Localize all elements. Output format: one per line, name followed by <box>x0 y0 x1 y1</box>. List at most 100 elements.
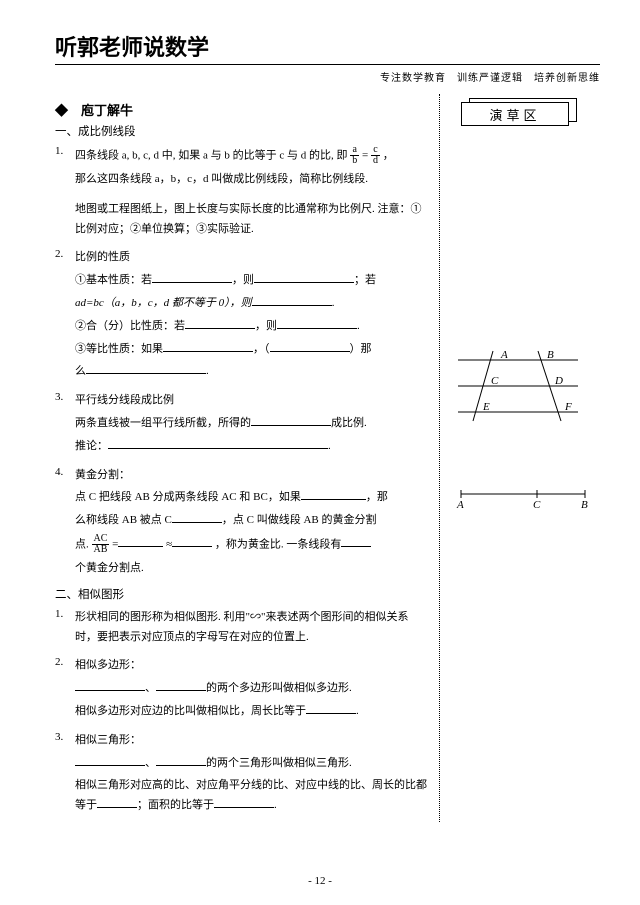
text: 形状相同的图形称为相似图形. 利用"∽"来表述两个图形间的相似关系时，要把表示对… <box>75 608 427 648</box>
blank <box>156 754 206 766</box>
blank <box>86 362 206 374</box>
svg-text:B: B <box>581 499 588 510</box>
item-number: 3. <box>55 728 75 819</box>
item-number: 3. <box>55 388 75 459</box>
text: ，则 <box>232 274 254 286</box>
text: 相似多边形对应边的比叫做相似比，周长比等于 <box>75 705 306 717</box>
figure-parallel-lines: A B C D E F <box>453 346 587 426</box>
item-number: 2. <box>55 653 75 724</box>
blank <box>172 535 212 547</box>
item-number: 1. <box>55 605 75 651</box>
text: ，称为黄金比. 一条线段有 <box>215 538 342 550</box>
blank <box>252 294 332 306</box>
item-body: 黄金分割： 点 C 把线段 AB 分成两条线段 AC 和 BC，如果，那 么称线… <box>75 463 427 582</box>
text: 的两个多边形叫做相似多边形. <box>206 682 352 694</box>
text: 地图或工程图纸上，图上长度与实际长度的比通常称为比例尺. 注意：①比例对应；②单… <box>75 200 427 240</box>
s2-item-3: 3. 相似三角形： 、的两个三角形叫做相似三角形. 相似三角形对应高的比、对应角… <box>55 728 427 819</box>
text: 个黄金分割点. <box>75 559 427 579</box>
text: ③等比性质：如果 <box>75 343 163 355</box>
s2-item-1: 1. 形状相同的图形称为相似图形. 利用"∽"来表述两个图形间的相似关系时，要把… <box>55 605 427 651</box>
text: 那么这四条线段 a，b，c，d 叫做成比例线段，简称比例线段. <box>75 170 427 190</box>
fraction-acab: ACAB <box>92 534 110 556</box>
blank <box>306 702 356 714</box>
item-body: 相似多边形： 、 的两个多边形叫做相似多边形. 相似多边形对应边的比叫做相似比，周… <box>75 653 427 724</box>
text: . <box>356 705 359 717</box>
blank <box>270 340 350 352</box>
text: 相似三角形： <box>75 731 427 751</box>
subsection-2: 二、相似图形 <box>55 586 427 602</box>
text: ，那 <box>366 491 388 503</box>
text: 两条直线被一组平行线所截，所得的 <box>75 417 251 429</box>
text: 么 <box>75 365 86 377</box>
scratch-area-label: 演草区 <box>461 98 581 128</box>
page-number: - 12 - <box>0 875 640 887</box>
blank <box>156 679 206 691</box>
spacer <box>453 138 587 338</box>
svg-text:A: A <box>500 349 508 361</box>
item-1: 1. 四条线段 a, b, c, d 中, 如果 a 与 b 的比等于 c 与 … <box>55 142 427 242</box>
blank <box>251 414 331 426</box>
blank <box>118 535 163 547</box>
spacer <box>453 438 587 478</box>
text: ，（ <box>253 343 270 355</box>
blank <box>108 437 328 449</box>
blank <box>75 754 145 766</box>
text: 、 <box>145 757 156 769</box>
svg-text:C: C <box>491 375 499 387</box>
blank <box>185 317 255 329</box>
equals: = <box>362 150 368 162</box>
text: 点 C 把线段 AB 分成两条线段 AC 和 BC，如果 <box>75 491 301 503</box>
text: ①基本性质：若 <box>75 274 152 286</box>
content-column: ◆ 庖丁解牛 一、成比例线段 1. 四条线段 a, b, c, d 中, 如果 … <box>55 94 435 822</box>
text: . <box>274 799 277 811</box>
text: 相似多边形： <box>75 656 427 676</box>
blank <box>277 317 357 329</box>
scratch-label-text: 演草区 <box>461 102 569 126</box>
text: 比例的性质 <box>75 248 427 268</box>
page-header: 听郭老师说数学 专注数学教育 训练严谨逻辑 培养创新思维 <box>55 30 600 84</box>
text: . <box>332 297 335 309</box>
text: 成比例. <box>331 417 367 429</box>
item-3: 3. 平行线分线段成比例 两条直线被一组平行线所截，所得的成比例. 推论：. <box>55 388 427 459</box>
svg-text:C: C <box>533 499 541 510</box>
svg-text:A: A <box>456 499 464 510</box>
svg-text:E: E <box>482 401 490 413</box>
blank <box>75 679 145 691</box>
text: ；面积的比等于 <box>137 799 214 811</box>
text: ，则 <box>255 320 277 332</box>
text: 、 <box>145 682 156 694</box>
svg-text:F: F <box>564 401 572 413</box>
svg-text:D: D <box>554 375 563 387</box>
section-heading: ◆ 庖丁解牛 <box>55 100 427 119</box>
item-number: 2. <box>55 245 75 385</box>
text: ， <box>383 150 394 162</box>
item-body: 比例的性质 ①基本性质：若 ，则 ；若 ad=bc（a，b，c，d 都不等于 0），… <box>75 245 427 385</box>
item-2: 2. 比例的性质 ①基本性质：若 ，则 ；若 ad=bc（a，b，c，d 都不等于 … <box>55 245 427 385</box>
fraction-cd: cd <box>371 145 380 167</box>
blank <box>152 271 232 283</box>
text: 四条线段 a, b, c, d 中, 如果 a 与 b 的比等于 c 与 d 的… <box>75 150 348 162</box>
item-number: 4. <box>55 463 75 582</box>
blank <box>341 535 371 547</box>
main-layout: ◆ 庖丁解牛 一、成比例线段 1. 四条线段 a, b, c, d 中, 如果 … <box>55 94 600 822</box>
text: ；若 <box>354 274 376 286</box>
text: 点. <box>75 538 89 550</box>
item-body: 相似三角形： 、的两个三角形叫做相似三角形. 相似三角形对应高的比、对应角平分线… <box>75 728 427 819</box>
subsection-1: 一、成比例线段 <box>55 123 427 139</box>
header-subtitle: 专注数学教育 训练严谨逻辑 培养创新思维 <box>55 69 600 84</box>
header-rule <box>55 64 600 65</box>
text: 推论： <box>75 440 108 452</box>
text: 么称线段 AB 被点 C <box>75 514 172 526</box>
blank <box>214 796 274 808</box>
text: 的两个三角形叫做相似三角形. <box>206 757 352 769</box>
svg-text:B: B <box>547 349 554 361</box>
side-column: 演草区 A B C D E F <box>447 94 587 822</box>
figure-segment: A C B <box>453 486 587 510</box>
text: ad=bc（a，b，c，d 都不等于 0），则 <box>75 297 252 309</box>
item-4: 4. 黄金分割： 点 C 把线段 AB 分成两条线段 AC 和 BC，如果，那 … <box>55 463 427 582</box>
s2-item-2: 2. 相似多边形： 、 的两个多边形叫做相似多边形. 相似多边形对应边的比叫做相似… <box>55 653 427 724</box>
text: ）那 <box>350 343 372 355</box>
blank <box>301 488 366 500</box>
blank <box>172 511 222 523</box>
vertical-divider <box>439 94 443 822</box>
